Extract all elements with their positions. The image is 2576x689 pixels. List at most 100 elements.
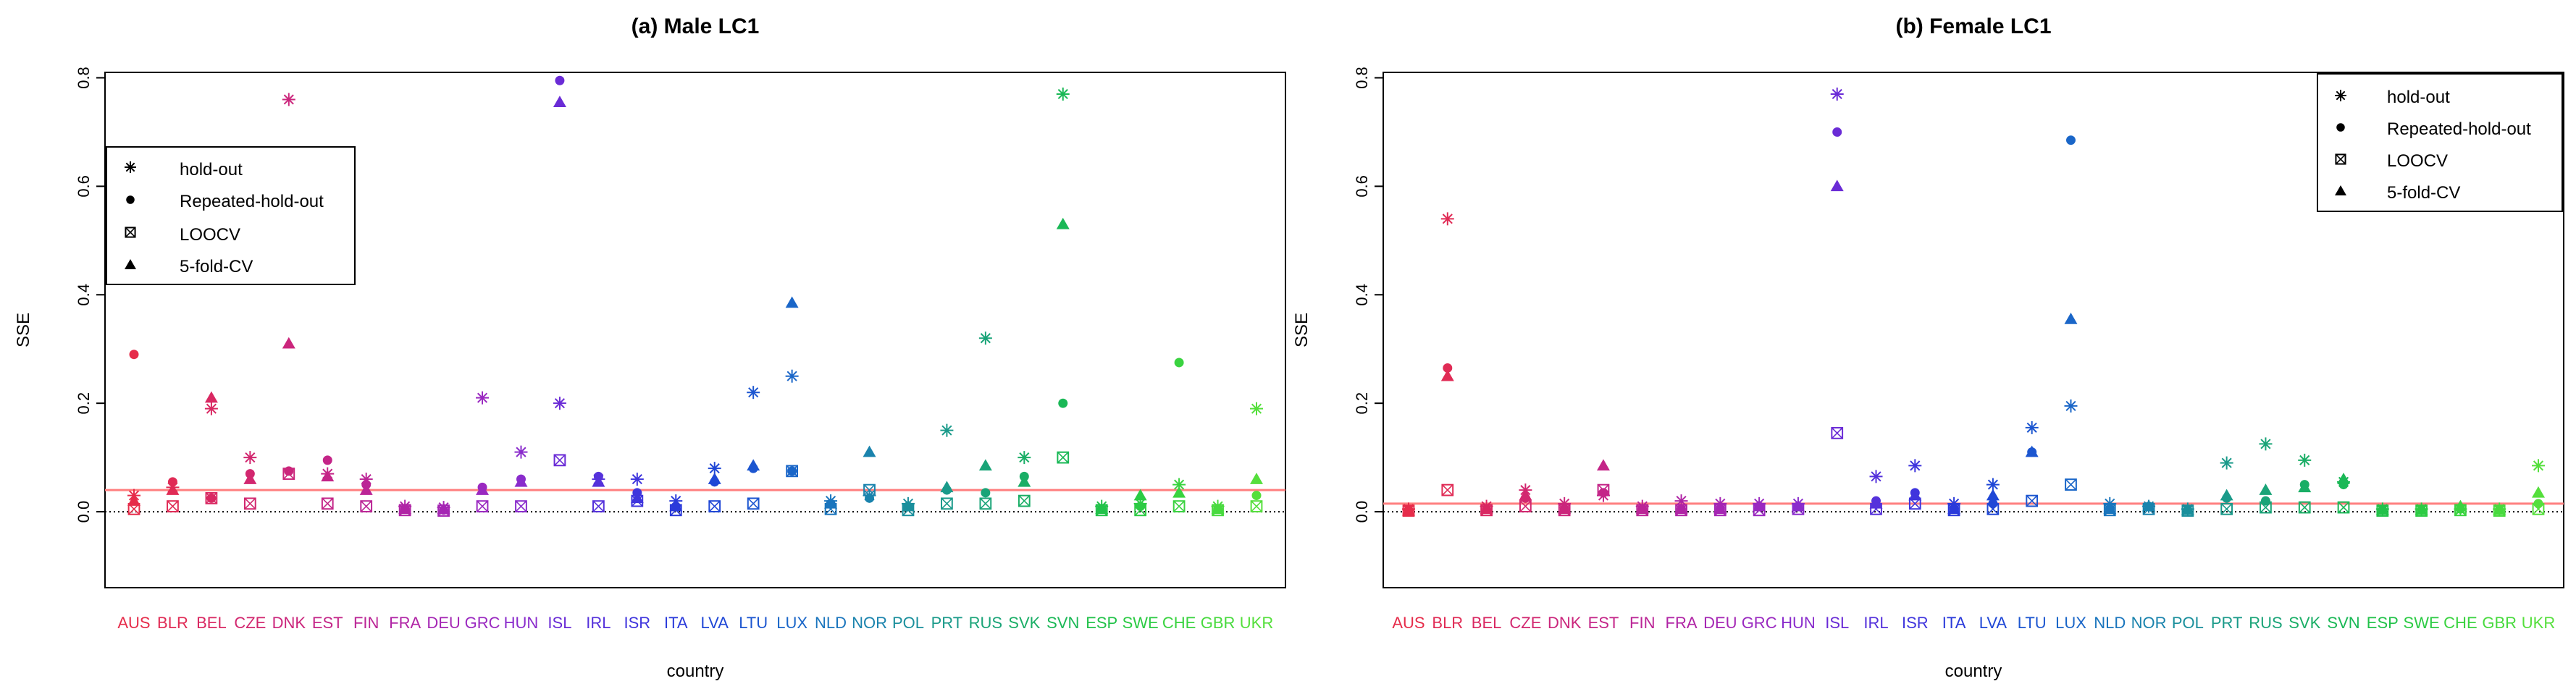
point-filled-triangle-lux xyxy=(2064,313,2078,324)
x-tick-label-svk: SVK xyxy=(2288,614,2320,632)
x-tick-label-prt: PRT xyxy=(931,614,963,632)
point-filled-triangle-irl xyxy=(1869,496,1883,509)
y-tick-label: 0.0 xyxy=(75,501,93,523)
x-tick-label-ltu: LTU xyxy=(2018,614,2047,632)
x-tick-label-irl: IRL xyxy=(586,614,611,632)
x-tick-label-grc: GRC xyxy=(1742,614,1777,632)
point-boxed-x-prt xyxy=(941,497,953,510)
point-asterisk-dnk xyxy=(282,93,295,106)
point-boxed-x-grc xyxy=(476,500,489,512)
x-tick-label-isl: ISL xyxy=(547,614,571,632)
point-asterisk-hun xyxy=(514,445,528,459)
x-tick-label-che: CHE xyxy=(1162,614,1196,632)
point-filled-triangle-bel xyxy=(1480,502,1493,515)
point-filled-circle-isl xyxy=(1832,127,1842,137)
reference-lines xyxy=(105,489,1285,513)
point-asterisk-irl xyxy=(1869,470,1883,483)
point-asterisk-isl xyxy=(553,397,566,410)
point-filled-triangle-nor xyxy=(863,445,876,457)
x-tick-label-lva: LVA xyxy=(701,614,729,632)
point-filled-circle-isl xyxy=(555,75,565,85)
point-asterisk-lux xyxy=(2064,399,2078,413)
point-filled-triangle-fra xyxy=(398,502,412,515)
point-filled-triangle-pol xyxy=(2181,503,2194,515)
filled-triangle-icon xyxy=(125,259,136,269)
x-tick-label-fin: FIN xyxy=(1629,614,1655,632)
point-filled-triangle-che xyxy=(2454,499,2467,512)
x-tick-label-ita: ITA xyxy=(1942,614,1966,632)
point-filled-triangle-ltu xyxy=(2025,445,2039,457)
point-boxed-x-ltu xyxy=(747,497,760,510)
x-tick-label-gbr: GBR xyxy=(2482,614,2517,632)
point-boxed-x-hun xyxy=(515,500,527,512)
x-tick-label-cze: CZE xyxy=(1509,614,1541,632)
point-filled-triangle-isr xyxy=(630,491,644,504)
point-asterisk-isl xyxy=(1830,87,1844,101)
point-filled-circle-est xyxy=(322,455,332,465)
y-tick-label: 0.2 xyxy=(75,392,93,415)
x-tick-label-hun: HUN xyxy=(504,614,539,632)
point-boxed-x-lux xyxy=(786,465,799,478)
x-tick-label-cze: CZE xyxy=(234,614,266,632)
point-asterisk-rus xyxy=(978,331,992,345)
plot-frame xyxy=(1383,72,2564,588)
legend-label-5-fold-cv: 5-fold-CV xyxy=(2387,183,2460,203)
point-filled-triangle-fin xyxy=(359,483,373,495)
point-boxed-x-ltu xyxy=(2026,494,2039,507)
x-tick-label-bel: BEL xyxy=(1472,614,1502,632)
x-tick-label-fra: FRA xyxy=(389,614,421,632)
point-filled-triangle-cze xyxy=(243,473,257,484)
x-tick-label-ukr: UKR xyxy=(1240,614,1273,632)
x-tick-label-che: CHE xyxy=(2443,614,2477,632)
point-filled-triangle-svk xyxy=(2298,481,2312,493)
x-tick-label-pol: POL xyxy=(2172,614,2204,632)
data-points xyxy=(127,75,1263,517)
point-filled-circle-blr xyxy=(1443,363,1453,373)
point-boxed-x-est xyxy=(321,497,334,510)
point-boxed-x-bel xyxy=(205,491,218,504)
x-tick-label-isl: ISL xyxy=(1825,614,1849,632)
point-asterisk-lva xyxy=(1986,478,2000,491)
x-tick-label-dnk: DNK xyxy=(1548,614,1582,632)
legend-box xyxy=(2317,73,2563,212)
x-tick-label-nld: NLD xyxy=(815,614,847,632)
point-boxed-x-rus xyxy=(979,497,992,510)
chart-title: (b) Female LC1 xyxy=(1895,14,2051,38)
point-boxed-x-cze xyxy=(243,497,256,510)
point-filled-triangle-ita xyxy=(669,499,683,512)
point-filled-triangle-esp xyxy=(1095,502,1109,515)
point-boxed-x-ukr xyxy=(1250,500,1263,512)
point-boxed-x-rus xyxy=(2260,501,2272,514)
point-filled-triangle-prt xyxy=(940,481,954,493)
x-tick-label-fra: FRA xyxy=(1666,614,1698,632)
point-filled-triangle-aus xyxy=(127,494,140,506)
point-boxed-x-isl xyxy=(553,454,566,467)
point-asterisk-ltu xyxy=(2025,420,2039,434)
x-tick-label-svn: SVN xyxy=(2327,614,2359,632)
x-tick-label-rus: RUS xyxy=(969,614,1002,632)
legend-markers xyxy=(2335,90,2346,195)
point-filled-triangle-isr xyxy=(1908,489,1922,501)
x-tick-label-prt: PRT xyxy=(2211,614,2243,632)
x-tick-label-blr: BLR xyxy=(1432,614,1463,632)
point-filled-triangle-prt xyxy=(2220,489,2233,501)
point-filled-triangle-nor xyxy=(2142,499,2156,512)
point-boxed-x-cze xyxy=(1519,500,1532,512)
x-tick-labels: AUS BLR BEL CZE DNK EST FIN FRA DEU GRC HUN ISL IRL I… xyxy=(1392,614,2555,632)
x-tick-label-gbr: GBR xyxy=(1201,614,1235,632)
x-tick-label-nor: NOR xyxy=(2131,614,2167,632)
x-tick-label-aus: AUS xyxy=(117,614,150,632)
point-filled-triangle-esp xyxy=(2375,503,2389,515)
y-tick-label: 0.8 xyxy=(1353,67,1371,89)
point-asterisk-svn xyxy=(1056,87,1070,101)
x-tick-label-svn: SVN xyxy=(1046,614,1079,632)
x-tick-label-est: EST xyxy=(1588,614,1619,632)
point-asterisk-svk xyxy=(1018,451,1031,465)
point-filled-circle-che xyxy=(1174,358,1184,368)
boxed-x-icon xyxy=(2335,153,2346,165)
legend-label-repeated-hold-out: Repeated-hold-out xyxy=(180,192,324,211)
point-filled-circle-svn xyxy=(1058,398,1068,408)
x-tick-label-fin: FIN xyxy=(353,614,379,632)
asterisk-icon xyxy=(2335,90,2346,101)
point-filled-triangle-est xyxy=(1596,459,1610,471)
